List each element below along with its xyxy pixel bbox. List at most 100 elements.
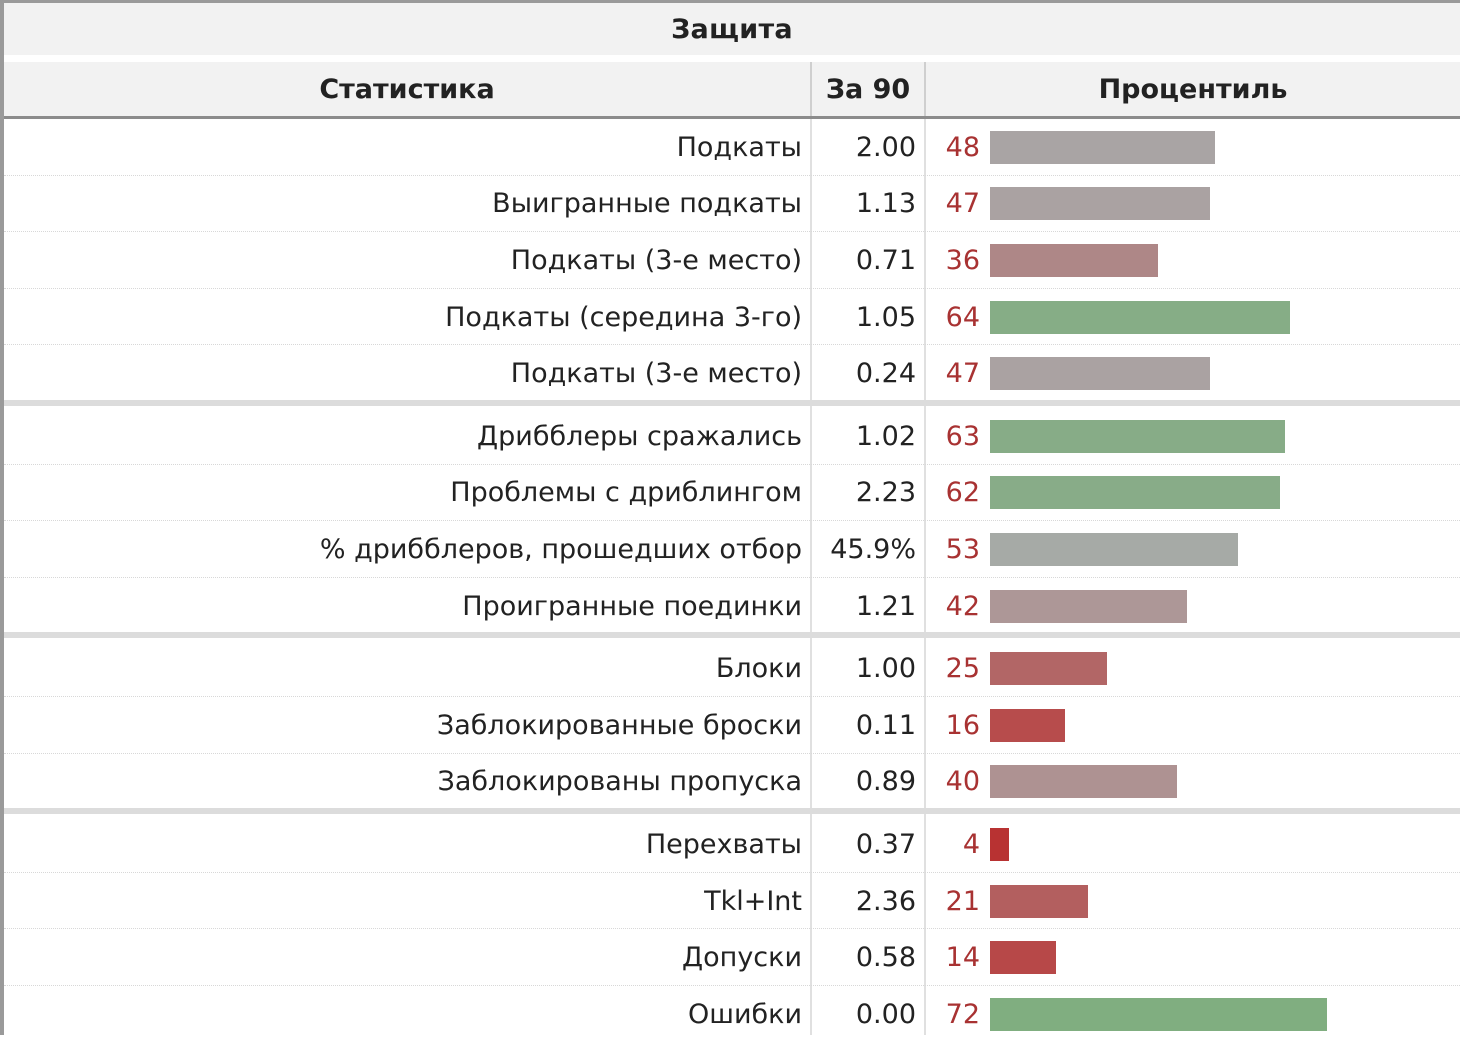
percentile-bar <box>990 130 1215 164</box>
per90-value: 2.36 <box>855 885 916 917</box>
per90-value: 1.02 <box>855 420 916 452</box>
stat-label: Tkl+Int <box>704 885 802 917</box>
stat-label: Выигранные подкаты <box>492 188 802 220</box>
stat-label: Подкаты (3-е место) <box>510 244 802 276</box>
table-row: Подкаты (середина 3-го) 1.05 64 <box>4 289 1460 346</box>
row-separator <box>4 985 1460 986</box>
row-separator <box>4 576 1460 578</box>
group-separator <box>4 632 1460 639</box>
stat-label: % дрибблеров, прошедших отбор <box>319 533 802 565</box>
percentile-bar <box>990 941 1056 975</box>
percentile-value: 16 <box>945 709 980 741</box>
stat-label: Заблокированные броски <box>436 709 802 741</box>
per90-value: 1.21 <box>855 590 916 622</box>
row-separator <box>4 871 1460 873</box>
percentile-bar <box>990 187 1210 221</box>
row-separator <box>4 174 1460 176</box>
column-header-per90[interactable]: За 90 <box>812 62 926 116</box>
percentile-bar <box>990 532 1239 566</box>
stat-label: Проигранные поединки <box>462 590 802 622</box>
per90-value: 1.00 <box>855 653 916 685</box>
percentile-value: 63 <box>945 420 980 452</box>
percentile-bar <box>990 589 1187 623</box>
per90-value: 0.58 <box>855 942 916 974</box>
table-row: Ошибки 0.00 72 <box>4 986 1460 1043</box>
stat-label: Подкаты (3-е место) <box>510 358 802 390</box>
table-body: Подкаты 2.00 48 Выигранные подкаты 1.13 47 Под… <box>4 119 1460 1035</box>
percentile-value: 53 <box>945 533 980 565</box>
percentile-value: 42 <box>945 590 980 622</box>
percentile-bar <box>990 765 1178 799</box>
header-gap <box>4 55 1460 62</box>
table-row: Подкаты 2.00 48 <box>4 119 1460 176</box>
percentile-value: 21 <box>945 885 980 917</box>
stat-label: Подкаты (середина 3-го) <box>445 301 802 333</box>
row-separator <box>4 463 1460 465</box>
stat-label: Подкаты <box>676 131 802 163</box>
percentile-bar <box>990 419 1285 453</box>
percentile-bar <box>990 827 1009 861</box>
table-row: Перехваты 0.37 4 <box>4 816 1460 873</box>
per90-value: 1.05 <box>855 301 916 333</box>
stat-label: Допуски <box>682 942 802 974</box>
table-row: Проигранные поединки 1.21 42 <box>4 578 1460 635</box>
per90-value: 0.37 <box>855 828 916 860</box>
percentile-bar <box>990 476 1281 510</box>
percentile-bar <box>990 357 1210 391</box>
table-row: Блоки 1.00 25 <box>4 640 1460 697</box>
per90-value: 0.00 <box>855 998 916 1030</box>
row-separator <box>4 287 1460 289</box>
table-row: Дрибблеры сражались 1.02 63 <box>4 408 1460 465</box>
percentile-value: 47 <box>945 188 980 220</box>
stat-label: Перехваты <box>645 828 802 860</box>
percentile-value: 72 <box>945 998 980 1030</box>
row-separator <box>4 696 1460 697</box>
table-row: Подкаты (3-е место) 0.71 36 <box>4 232 1460 289</box>
per90-value: 0.11 <box>855 709 916 741</box>
column-header-stat[interactable]: Статистика <box>4 62 812 116</box>
stat-label: Проблемы с дриблингом <box>450 477 802 509</box>
percentile-value: 64 <box>945 301 980 333</box>
percentile-value: 14 <box>945 942 980 974</box>
row-separator <box>4 752 1460 754</box>
percentile-bar <box>990 243 1159 277</box>
table-row: Допуски 0.58 14 <box>4 929 1460 986</box>
stat-label: Заблокированы пропуска <box>437 766 802 798</box>
column-header-row: Статистика За 90 Процентиль <box>4 62 1460 119</box>
percentile-bar <box>990 652 1107 686</box>
row-separator <box>4 344 1460 346</box>
percentile-value: 40 <box>945 766 980 798</box>
percentile-bar <box>990 300 1290 334</box>
per90-value: 2.00 <box>855 131 916 163</box>
stat-label: Блоки <box>715 653 802 685</box>
table-row: Заблокированные броски 0.11 16 <box>4 697 1460 754</box>
table-row: Выигранные подкаты 1.13 47 <box>4 176 1460 233</box>
table-row: Проблемы с дриблингом 2.23 62 <box>4 465 1460 522</box>
column-header-percentile[interactable]: Процентиль <box>1098 73 1288 105</box>
percentile-bar <box>990 884 1089 918</box>
per90-value: 0.89 <box>855 766 916 798</box>
per90-value: 45.9% <box>830 533 916 565</box>
percentile-bar <box>990 708 1065 742</box>
per90-value: 0.24 <box>855 358 916 390</box>
row-separator <box>4 928 1460 930</box>
percentile-value: 25 <box>945 653 980 685</box>
percentile-value: 36 <box>945 244 980 276</box>
percentile-value: 4 <box>962 828 980 860</box>
row-separator <box>4 231 1460 233</box>
per90-value: 0.71 <box>855 244 916 276</box>
per90-value: 2.23 <box>855 477 916 509</box>
row-separator <box>4 520 1460 522</box>
group-separator <box>4 808 1460 815</box>
percentile-bar <box>990 997 1327 1031</box>
table-row: % дрибблеров, прошедших отбор 45.9% 53 <box>4 521 1460 578</box>
percentile-value: 47 <box>945 358 980 390</box>
per90-value: 1.13 <box>855 188 916 220</box>
table-row: Подкаты (3-е место) 0.24 47 <box>4 345 1460 402</box>
stat-label: Ошибки <box>687 998 802 1030</box>
table-row: Заблокированы пропуска 0.89 40 <box>4 754 1460 811</box>
table-title: Защита <box>4 3 1460 58</box>
stat-label: Дрибблеры сражались <box>477 420 802 452</box>
percentile-value: 62 <box>945 477 980 509</box>
